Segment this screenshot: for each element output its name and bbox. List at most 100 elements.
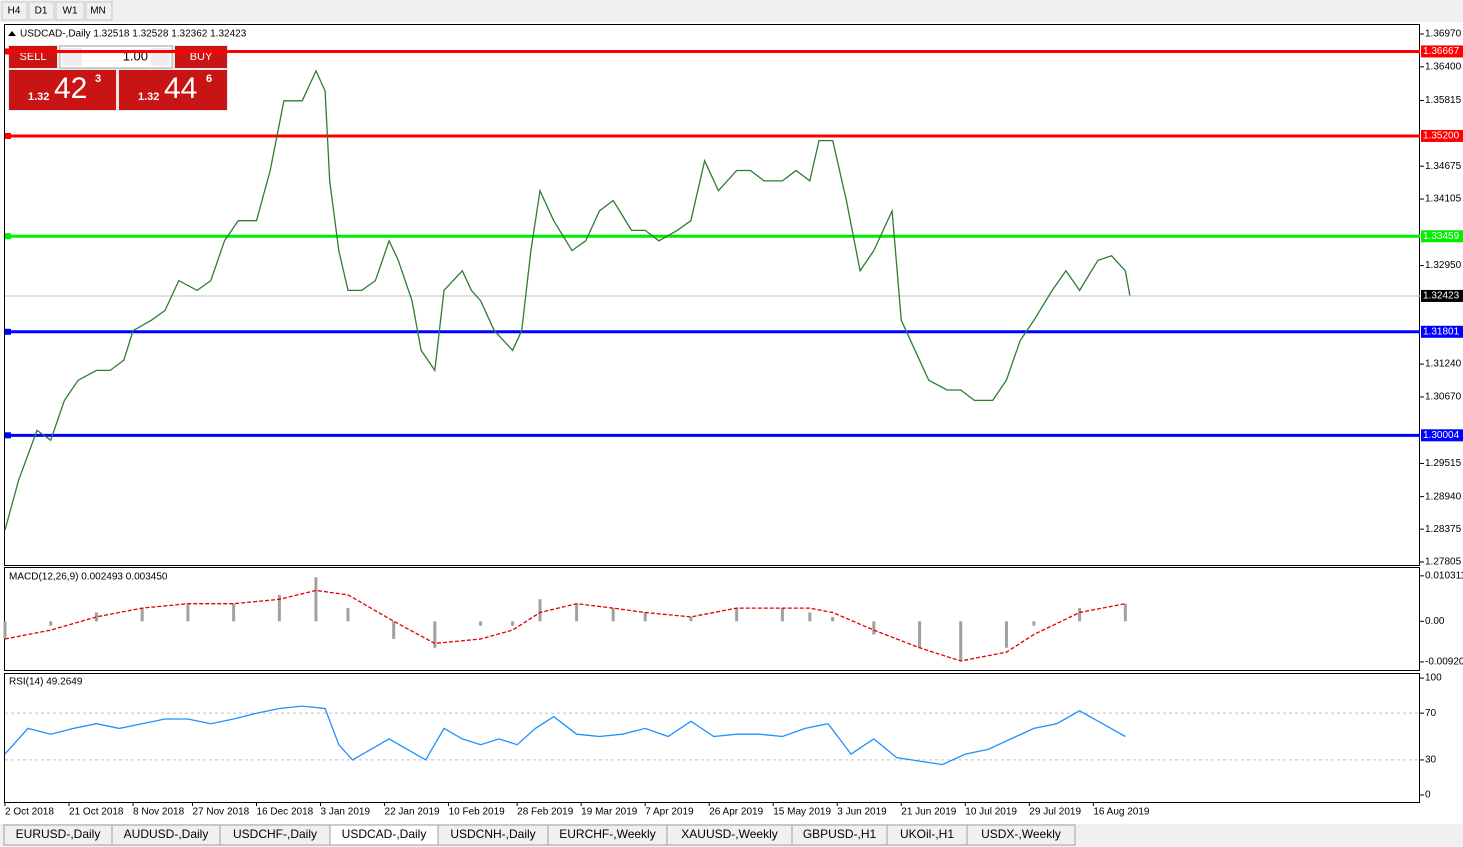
tab[interactable]: XAUUSD-,Weekly bbox=[666, 824, 793, 846]
level-label-bg bbox=[1421, 129, 1463, 142]
y-tick-label: 70 bbox=[1425, 708, 1437, 719]
macd-bar bbox=[346, 608, 350, 622]
tab-label[interactable]: USDX-,Weekly bbox=[981, 827, 1061, 841]
level-label-bg bbox=[1421, 325, 1463, 338]
macd-bar bbox=[959, 621, 963, 662]
x-tick-label: 3 Jan 2019 bbox=[321, 807, 371, 818]
timeframe-button[interactable]: W1 bbox=[55, 1, 85, 21]
macd-bar bbox=[140, 608, 144, 622]
price-label: 1.32423 bbox=[1423, 291, 1460, 302]
timeframe-label[interactable]: D1 bbox=[35, 6, 48, 17]
sell-price[interactable] bbox=[9, 70, 116, 110]
timeframe-label[interactable]: W1 bbox=[63, 6, 78, 17]
level-label: 1.35200 bbox=[1423, 131, 1460, 142]
tab-label[interactable]: XAUUSD-,Weekly bbox=[681, 827, 777, 841]
y-tick-label: 1.28940 bbox=[1425, 491, 1462, 502]
level-label-bg bbox=[1421, 45, 1463, 58]
buy-prefix: 1.32 bbox=[138, 91, 159, 103]
macd-frame bbox=[4, 567, 1420, 671]
sell-label[interactable]: SELL bbox=[20, 51, 47, 63]
macd-bar bbox=[918, 621, 922, 648]
x-tick-label: 10 Feb 2019 bbox=[449, 807, 506, 818]
macd-bar bbox=[831, 616, 835, 622]
level-handle bbox=[5, 432, 11, 439]
y-tick-label: 30 bbox=[1425, 755, 1437, 766]
y-tick-label: 1.28375 bbox=[1425, 524, 1462, 535]
trade-panel: SELL 1.00 BUY 1.32 42 3 1.32 44 6 bbox=[8, 45, 228, 111]
x-tick-label: 16 Aug 2019 bbox=[1093, 807, 1150, 818]
macd-bar bbox=[643, 612, 647, 622]
x-tick-label: 2 Oct 2018 bbox=[5, 807, 54, 818]
tab[interactable]: UKOil-,H1 bbox=[886, 824, 968, 846]
x-tick-label: 21 Jun 2019 bbox=[901, 807, 956, 818]
chart-title: USDCAD-,Daily 1.32518 1.32528 1.32362 1.… bbox=[20, 29, 247, 40]
macd-bar bbox=[780, 608, 784, 622]
x-tick-label: 7 Apr 2019 bbox=[645, 807, 694, 818]
macd-bar bbox=[808, 612, 812, 622]
timeframe-button[interactable]: H4 bbox=[1, 1, 28, 21]
tab-bg[interactable] bbox=[966, 824, 1076, 846]
macd-bar bbox=[1032, 621, 1036, 626]
tab-label[interactable]: USDCAD-,Daily bbox=[342, 827, 427, 841]
timeframe-button[interactable]: D1 bbox=[28, 1, 55, 21]
rsi-title: RSI(14) 49.2649 bbox=[9, 677, 83, 688]
macd-bar bbox=[689, 616, 693, 622]
tab[interactable]: USDCAD-,Daily bbox=[329, 824, 439, 846]
tab[interactable]: USDCHF-,Daily bbox=[219, 824, 331, 846]
macd-title: MACD(12,26,9) 0.002493 0.003450 bbox=[9, 572, 168, 583]
tab-label[interactable]: USDCNH-,Daily bbox=[450, 827, 535, 841]
macd-bar bbox=[1078, 608, 1082, 622]
level-label-bg bbox=[1421, 230, 1463, 243]
buy-sup: 6 bbox=[206, 73, 212, 85]
level-label: 1.33459 bbox=[1423, 231, 1460, 242]
tab-label[interactable]: EURCHF-,Weekly bbox=[559, 827, 655, 841]
toolbar bbox=[0, 0, 1463, 22]
tab-label[interactable]: USDCHF-,Daily bbox=[233, 827, 317, 841]
macd-bar bbox=[1123, 603, 1127, 622]
x-tick-label: 28 Feb 2019 bbox=[517, 807, 574, 818]
timeframe-label[interactable]: H4 bbox=[8, 6, 21, 17]
macd-bar bbox=[186, 603, 190, 622]
macd-bar bbox=[735, 608, 739, 622]
buy-price[interactable] bbox=[119, 70, 227, 110]
y-tick-label: 0 bbox=[1425, 790, 1431, 801]
series-line bbox=[4, 69, 1131, 531]
tab-label[interactable]: GBPUSD-,H1 bbox=[803, 827, 877, 841]
macd-bar bbox=[511, 621, 515, 626]
y-tick-label: 100 bbox=[1425, 673, 1442, 684]
x-tick-label: 22 Jan 2019 bbox=[385, 807, 440, 818]
y-tick-label: 1.36970 bbox=[1425, 29, 1462, 40]
macd-bar bbox=[538, 599, 542, 622]
tab-label[interactable]: AUDUSD-,Daily bbox=[124, 827, 209, 841]
level-label: 1.36667 bbox=[1423, 46, 1460, 57]
tab[interactable]: GBPUSD-,H1 bbox=[791, 824, 888, 846]
tab[interactable]: EURUSD-,Daily bbox=[3, 824, 113, 846]
buy-big: 44 bbox=[164, 72, 197, 105]
y-tick-label: -0.009203 bbox=[1425, 657, 1463, 668]
tab-label[interactable]: UKOil-,H1 bbox=[900, 827, 954, 841]
x-tick-label: 26 Apr 2019 bbox=[709, 807, 763, 818]
tab[interactable]: EURCHF-,Weekly bbox=[547, 824, 668, 846]
signal-line bbox=[4, 589, 1126, 662]
level-handle bbox=[5, 48, 11, 55]
macd-bar bbox=[314, 577, 318, 622]
tab[interactable]: USDCNH-,Daily bbox=[437, 824, 549, 846]
timeframe-button[interactable]: MN bbox=[85, 1, 113, 21]
tab[interactable]: USDX-,Weekly bbox=[966, 824, 1076, 846]
tab[interactable]: AUDUSD-,Daily bbox=[111, 824, 221, 846]
macd-bar bbox=[1004, 621, 1008, 648]
y-tick-label: 1.35815 bbox=[1425, 95, 1462, 106]
buy-label[interactable]: BUY bbox=[190, 51, 213, 63]
y-tick-label: 1.27805 bbox=[1425, 557, 1462, 568]
level-label: 1.30004 bbox=[1423, 430, 1460, 441]
x-tick-label: 16 Dec 2018 bbox=[257, 807, 314, 818]
x-tick-label: 10 Jul 2019 bbox=[965, 807, 1017, 818]
level-label-bg bbox=[1421, 429, 1463, 442]
macd-bar bbox=[3, 621, 7, 639]
tab-label[interactable]: EURUSD-,Daily bbox=[16, 827, 101, 841]
collapse-icon[interactable] bbox=[8, 31, 16, 36]
timeframe-label[interactable]: MN bbox=[90, 6, 106, 17]
level-handle bbox=[5, 328, 11, 335]
